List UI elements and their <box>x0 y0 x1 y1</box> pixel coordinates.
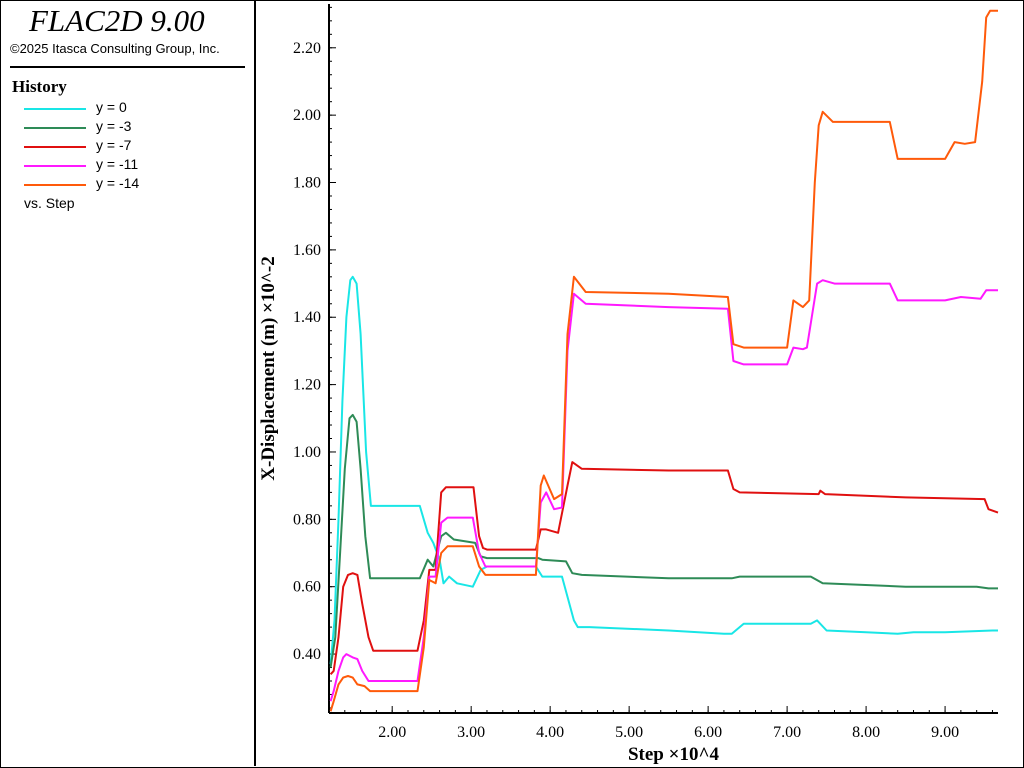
y-axis-title: X-Displacement (m) ×10^-2 <box>258 256 279 480</box>
y-tick-label: 1.20 <box>293 377 321 394</box>
y-tick-label: 1.80 <box>293 175 321 192</box>
legend-label: y = -14 <box>96 175 140 191</box>
chart: 0.40 0.60 0.80 1.00 1.20 1.40 1.60 1.80 2.00 2.20… <box>258 4 999 765</box>
x-tick-label: 5.00 <box>615 724 643 741</box>
y-tick-label: 2.20 <box>293 40 321 57</box>
legend-swatch-red <box>24 146 86 148</box>
y-tick-label: 1.60 <box>293 242 321 259</box>
panel-divider <box>10 66 245 68</box>
x-axis-title: Step ×10^4 <box>628 744 720 765</box>
y-axis: 0.40 0.60 0.80 1.00 1.20 1.40 1.60 1.80 2.00 2.20 <box>293 4 336 713</box>
x-tick-label: 9.00 <box>931 724 959 741</box>
x-tick-label: 8.00 <box>852 724 880 741</box>
legend-label: y = -7 <box>96 137 132 153</box>
y-tick-label: 0.60 <box>293 579 321 596</box>
x-tick-label: 3.00 <box>457 724 485 741</box>
series-line-4 <box>329 9 998 712</box>
legend-panel: FLAC2D 9.00 ©2025 Itasca Consulting Grou… <box>1 1 256 766</box>
legend-swatch-green <box>24 127 86 129</box>
copyright-notice: ©2025 Itasca Consulting Group, Inc. <box>10 41 220 56</box>
y-tick-label: 0.40 <box>293 646 321 663</box>
y-tick-label: 2.00 <box>293 107 321 124</box>
legend-heading: History <box>12 77 67 96</box>
series-layer <box>329 9 999 712</box>
legend-label: y = -3 <box>96 118 132 134</box>
legend-swatch-cyan <box>24 108 86 110</box>
x-tick-label: 6.00 <box>694 724 722 741</box>
legend-swatch-magenta <box>24 165 86 167</box>
x-tick-label: 7.00 <box>773 724 801 741</box>
y-tick-label: 1.40 <box>293 309 321 326</box>
legend-label: y = 0 <box>96 99 127 115</box>
legend-label: y = -11 <box>96 156 139 172</box>
y-tick-label: 1.00 <box>293 444 321 461</box>
x-tick-label: 2.00 <box>378 724 406 741</box>
x-tick-label: 4.00 <box>536 724 564 741</box>
y-tick-label: 0.80 <box>293 511 321 528</box>
series-line-0 <box>329 275 998 665</box>
legend-footer: vs. Step <box>24 195 75 211</box>
x-axis: 2.00 3.00 4.00 5.00 6.00 7.00 8.00 9.00 <box>328 706 998 741</box>
series-line-2 <box>329 461 999 675</box>
series-line-1 <box>329 413 998 668</box>
legend-swatch-orange <box>24 184 86 186</box>
series-line-3 <box>329 279 998 702</box>
app-title: FLAC2D 9.00 <box>29 3 205 38</box>
